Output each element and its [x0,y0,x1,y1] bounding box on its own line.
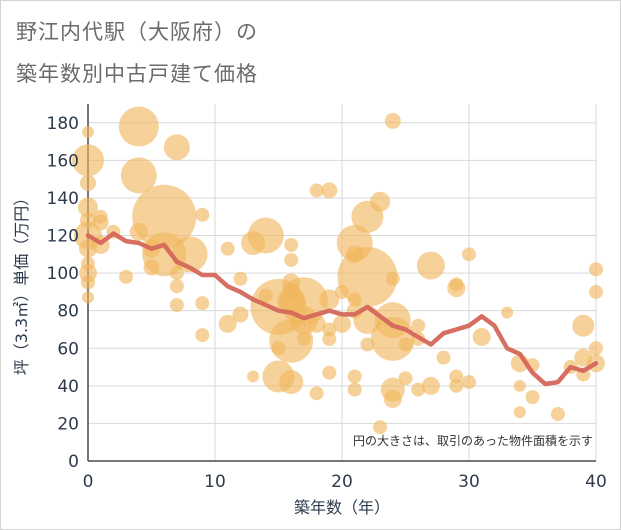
bubble-point [220,241,235,256]
bubble-point [398,371,413,386]
bubble-point [347,382,362,397]
bubble-point [513,406,526,419]
y-tick-label: 20 [57,414,79,434]
bubble-point [449,378,464,393]
bubble-point [347,369,362,384]
bubble-point [373,420,388,435]
y-tick-label: 120 [47,227,79,247]
chart-title-line-1: 野江内代駅（大阪府）の [16,20,258,44]
bubble-point [360,337,375,352]
y-tick-label: 40 [57,377,79,397]
bubble-point [82,126,94,139]
bubble-point [120,157,157,194]
bubble-point [436,350,451,365]
bubble-point [370,191,391,212]
bubble-point [589,341,603,356]
bubble-point [421,376,440,395]
x-tick-label: 20 [331,472,353,492]
bubble-point [550,407,565,422]
average-price-line [85,231,599,387]
bubble-point [247,370,260,383]
bubble-point [447,279,466,298]
y-tick-label: 160 [47,151,79,171]
bubble-point [333,314,351,333]
bubble-point [337,246,398,307]
bubble-point [195,207,210,222]
bubble-point [321,182,338,199]
bubble-point [195,296,210,311]
bubble-point [322,331,337,346]
bubble-point [411,382,426,397]
x-axis-title: 築年数（年） [294,498,390,517]
bubble-point [416,251,445,280]
bubble-point [232,306,249,323]
bubble-point [309,386,324,401]
bubble-point [572,314,595,337]
bubble-point [81,275,95,290]
bubble-point [195,328,210,343]
bubble-point [513,379,526,392]
y-tick-label: 100 [47,264,79,284]
bubble-point [119,269,134,284]
bubble-point [589,262,603,277]
bubble-point [169,279,184,294]
bubble-point [525,390,540,405]
x-tick-label: 40 [585,472,607,492]
y-tick-label: 60 [57,339,79,359]
bubble-point [72,144,104,177]
bubble-point [80,174,96,191]
x-tick-label: 10 [204,472,226,492]
bubble-point [82,291,94,304]
bubble-point [307,314,326,333]
bubble-point [501,306,514,319]
x-tick-label: 0 [83,472,94,492]
bubble-point [132,184,197,249]
y-tick-label: 80 [57,302,79,322]
bubble-point [169,298,184,313]
y-tick-label: 180 [47,114,79,134]
bubble-point [78,197,98,218]
bubble-point [296,331,311,346]
bubble-point [142,232,187,277]
y-tick-label: 0 [68,452,79,472]
bubble-point [118,106,159,147]
bubble-point [398,337,413,352]
bubble-point [322,365,337,380]
chart-title-line-2: 築年数別中古戸建て価格 [16,62,258,86]
bubble-point [247,217,284,254]
y-axis-title: 坪（3.3㎡）単価（万円） [12,190,31,375]
bubble-point [279,370,304,395]
bubble-point [309,183,324,198]
bubble-point [319,289,340,310]
bubble-point [233,271,248,286]
bubble-point [92,214,109,231]
bubble-point [411,318,426,333]
y-tick-label: 140 [47,189,79,209]
bubble-point [383,389,402,408]
x-tick-label: 30 [458,472,480,492]
bubble-point [384,112,401,129]
bubble-point [472,327,491,346]
bubble-point [462,375,476,390]
bubble-point [163,134,190,161]
bubble-point [284,252,299,267]
bubble-point [284,237,299,252]
bubble-point [589,284,603,299]
bubble-point [385,271,400,286]
bubble-point [218,314,237,333]
bubble-size-annotation: 円の大きさは、取引のあった物件面積を示す [353,433,593,448]
bubble-point [462,247,476,262]
